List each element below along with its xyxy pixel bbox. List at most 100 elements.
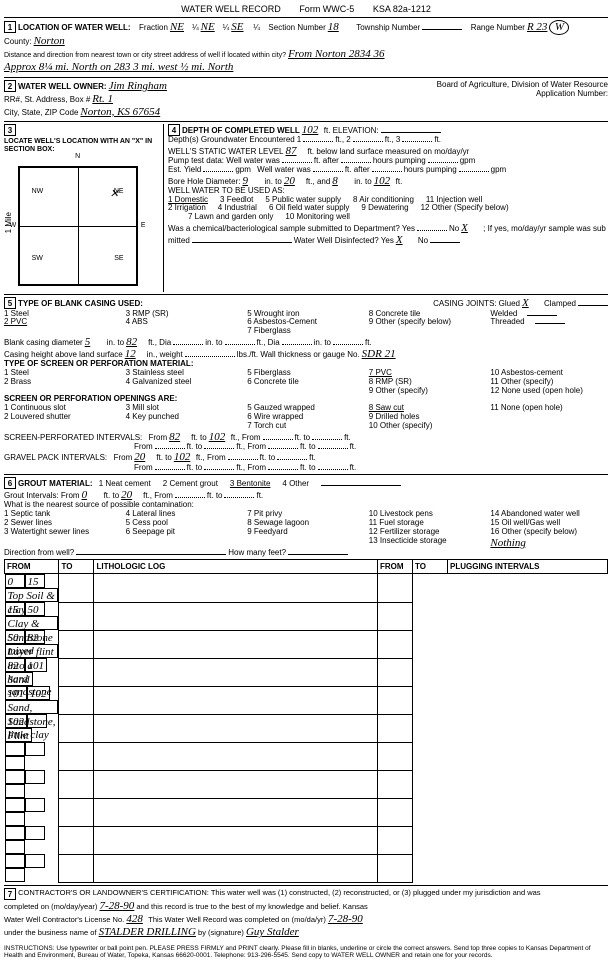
sec2-heading: WATER WELL OWNER: [18, 82, 107, 92]
sb-sw: SW [32, 255, 43, 263]
g4v [321, 485, 401, 486]
pump-v3 [428, 162, 458, 163]
ww-hours: hours pumping [404, 166, 457, 175]
pump-gpm: gpm [460, 157, 476, 166]
section-3-num: 3 [4, 124, 16, 136]
table-row: 015Top Soil & clay [5, 574, 608, 603]
table-row: 102Flint [5, 714, 608, 742]
p10: 10 Other (specify) [369, 421, 433, 430]
p5: 5 Gauzed wrapped [247, 403, 315, 412]
spi-f1: 82 [169, 431, 189, 443]
bore3: 8 [332, 175, 352, 187]
addr-label: RR#, St. Address, Box # [4, 95, 90, 105]
section-box: NW NE SW SE W E ✕ [18, 166, 138, 286]
cj2v [578, 305, 608, 306]
chw [185, 356, 235, 357]
chem-y [417, 230, 447, 231]
giv3 [224, 497, 254, 498]
s3: 3 Stainless steel [126, 368, 184, 377]
table-row [5, 826, 608, 854]
c8: 8 Sewage lagoon [247, 518, 309, 527]
spi-f2 [263, 439, 293, 440]
range-val: R 23 [527, 21, 547, 34]
dist-label: Distance and direction from nearest town… [4, 52, 286, 60]
p4: 4 Key punched [126, 412, 179, 421]
disinfect-no: No [418, 237, 428, 246]
lithologic-log: FROM TO LITHOLOGIC LOG FROM TO PLUGGING … [4, 559, 608, 883]
u10: 10 Monitoring well [285, 213, 349, 222]
section-1-num: 1 [4, 21, 16, 33]
sec3-heading: LOCATE WELL'S LOCATION WITH AN "X" IN SE… [4, 138, 161, 153]
ww3 [459, 171, 489, 172]
bore-ft: ft., and [306, 178, 330, 187]
p7: 7 Torch cut [247, 421, 286, 430]
rec-label: This Water Well Record was completed on … [148, 915, 326, 924]
gift2: ft. [256, 492, 263, 501]
c2: 2 Sewer lines [4, 518, 52, 527]
owner-val: Jim Ringham [109, 80, 167, 93]
table-row: 5082Layer flint into a hard sandstone [5, 630, 608, 658]
mitted: mitted [168, 237, 190, 246]
depth-val: 102 [302, 124, 322, 136]
bore2: 20 [284, 175, 304, 187]
p1: 1 Continuous slot [4, 403, 66, 412]
q3: ¼ [253, 23, 260, 33]
cj1: Glued [499, 300, 520, 309]
sec6-heading: GROUT MATERIAL: [18, 480, 93, 489]
c13: 13 Insecticide storage [369, 536, 447, 545]
dist2-val: Approx 8¼ mi. North on 283 3 mi. west ½ … [4, 61, 233, 74]
est-gpm: gpm [235, 166, 251, 175]
est-label: Est. Yield [168, 166, 201, 175]
township-val [422, 29, 462, 30]
biz-label: under the business name of [4, 928, 97, 937]
section-5: 5 TYPE OF BLANK CASING USED: CASING JOIN… [4, 294, 608, 474]
u7: 7 Lawn and garden only [188, 213, 273, 222]
c16v: Nothing [490, 537, 525, 549]
c15: 15 Oil well/Gas well [490, 518, 560, 527]
chem-label: Was a chemical/bacteriological sample su… [168, 225, 415, 234]
ww1 [313, 171, 343, 172]
ksa: KSA 82a-1212 [373, 4, 431, 14]
mitted-v [192, 242, 292, 243]
gw2 [353, 141, 383, 142]
range-dir: W [549, 20, 569, 35]
spi-to: ft. to [191, 434, 207, 443]
spi-t4 [318, 448, 348, 449]
dfw-label: Direction from well? [4, 549, 74, 558]
c10: 10 Livestock pens [369, 509, 433, 518]
ww2 [372, 171, 402, 172]
g4: 4 Other [282, 480, 309, 489]
county-val: Norton [34, 35, 114, 48]
belief-text: and this record is true to the best of m… [136, 902, 367, 911]
sb-nw: NW [32, 188, 44, 196]
u9: 9 Dewatering [361, 204, 408, 213]
gpi-t3 [204, 469, 234, 470]
sb-w: W [10, 222, 17, 230]
sec5-heading: TYPE OF BLANK CASING USED: [18, 300, 143, 309]
instructions: INSTRUCTIONS: Use typewriter or ball poi… [4, 945, 608, 961]
est-v [203, 171, 233, 172]
bcd-label: Blank casing diameter [4, 339, 83, 348]
spi-ftfrom: ft., From [231, 434, 261, 443]
gpi-f1: 20 [134, 451, 154, 463]
gpi-f2 [228, 459, 258, 460]
pump-after: ft. after [314, 157, 339, 166]
bcd2: 82 [126, 336, 146, 348]
ww-after: ft. after [345, 166, 370, 175]
spi-t1: 102 [209, 431, 229, 443]
q1: ¼ [192, 23, 199, 33]
chem-if: ; If yes, mo/day/yr sample was sub [483, 225, 606, 234]
township-label: Township Number [356, 23, 420, 33]
bcd6 [333, 344, 363, 345]
s4: 4 Galvanized steel [126, 377, 192, 386]
p11: 11 None (open hole) [490, 403, 562, 412]
addr-val: Rt. 1 [92, 93, 113, 106]
dist-val: From Norton 2834 36 [288, 48, 384, 61]
section-6-num: 6 [4, 477, 16, 489]
c5: 5 Cess pool [126, 518, 168, 527]
g1: 1 Neat cement [99, 480, 151, 489]
p6: 6 Wire wrapped [247, 412, 303, 421]
cj4: Threaded [490, 318, 524, 327]
c7: 7 Pit privy [247, 509, 282, 518]
disinfect-label: Water Well Disinfected? Yes [294, 237, 394, 246]
